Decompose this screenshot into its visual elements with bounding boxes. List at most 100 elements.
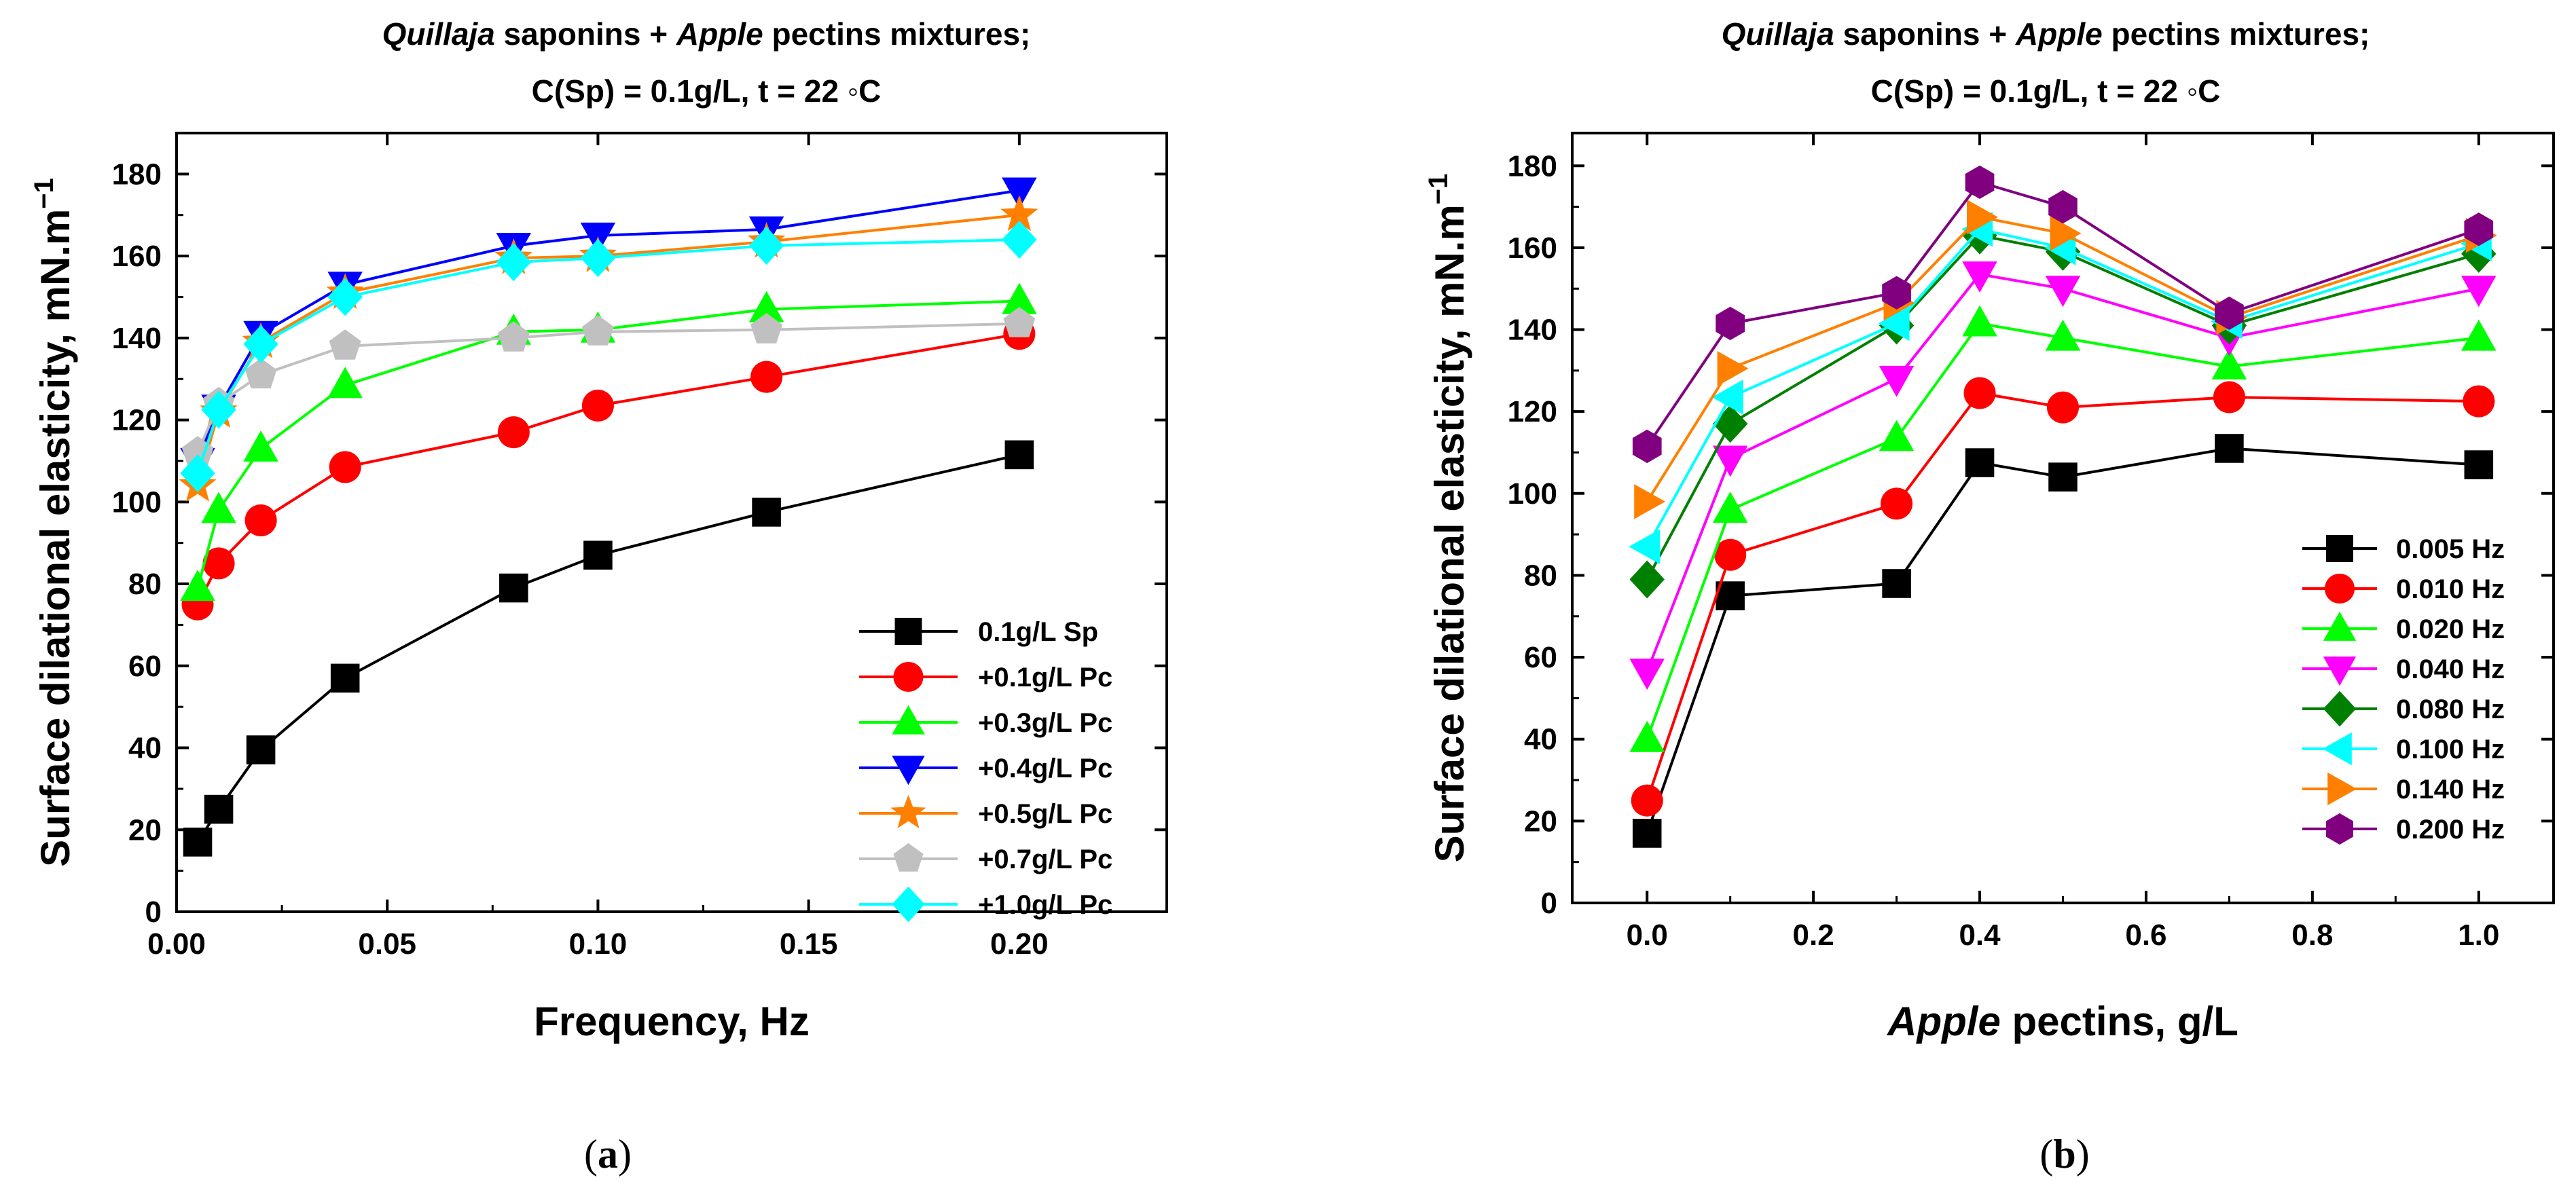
data-point: [1002, 221, 1037, 259]
data-point: [1002, 177, 1037, 209]
chart-title-line1: Quillaja saponins + Apple pectins mixtur…: [382, 16, 1031, 52]
data-point: [582, 315, 614, 346]
data-point: [750, 360, 783, 393]
data-point: [1003, 307, 1036, 337]
data-point: [327, 278, 363, 316]
data-point: [1965, 165, 1995, 199]
y-tick-label: 180: [112, 158, 162, 191]
legend-label: +0.4g/L Pc: [978, 754, 1112, 783]
y-tick-label: 80: [128, 568, 162, 601]
data-point: [327, 367, 363, 399]
legend-marker: [2323, 690, 2357, 727]
plot-frame: [175, 132, 1168, 913]
data-point: [2215, 296, 2244, 330]
data-point: [1000, 195, 1038, 232]
y-tick-label: 140: [1508, 314, 1557, 347]
legend-label: 0.100 Hz: [2396, 735, 2505, 764]
legend-label: 0.010 Hz: [2396, 574, 2505, 604]
legend-label: 0.020 Hz: [2396, 614, 2505, 644]
data-point: [2464, 212, 2494, 246]
data-point: [1629, 560, 1665, 599]
legend-label: +0.7g/L Pc: [978, 845, 1112, 874]
series-0-1g-L-Sp: [183, 440, 1034, 857]
data-point: [1004, 440, 1034, 470]
data-point: [202, 547, 235, 580]
legend-marker: [2326, 535, 2353, 562]
series-1-0g-L-Pc: [180, 221, 1037, 493]
data-point: [201, 390, 236, 429]
data-point: [2461, 319, 2497, 351]
data-point: [748, 291, 784, 322]
data-point: [2463, 385, 2495, 418]
chart-panel-a: Quillaja saponins + Apple pectins mixtur…: [29, 16, 1168, 1177]
chart-title-line2: C(Sp) = 0.1g/L, t = 22 ◦C: [532, 73, 882, 109]
data-point: [329, 451, 361, 483]
data-point: [580, 239, 616, 278]
legend-marker: [2327, 772, 2357, 806]
x-axis-label: Frequency, Hz: [534, 999, 810, 1044]
series-line: [196, 453, 1020, 843]
data-point: [243, 430, 278, 462]
legend-marker: [893, 843, 924, 872]
legend: 0.1g/L Sp +0.1g/L Pc +0.3g/L Pc +0.4g/L Pc +…: [859, 617, 1112, 923]
panel-label: (a): [584, 1132, 632, 1177]
x-tick-label: 0.10: [569, 927, 628, 961]
y-tick-label: 140: [112, 322, 162, 355]
y-tick-label: 100: [112, 485, 162, 519]
data-point: [752, 498, 781, 527]
data-point: [583, 540, 613, 570]
x-tick-label: 0.2: [1793, 919, 1834, 952]
data-point: [180, 570, 215, 602]
data-point: [1629, 529, 1661, 564]
legend: 0.005 Hz 0.010 Hz 0.020 Hz 0.040 Hz 0.080 Hz…: [2302, 534, 2505, 845]
y-tick-label: 180: [1508, 149, 1557, 183]
panel-label: (b): [2039, 1132, 2089, 1177]
data-point: [244, 504, 277, 537]
y-tick-label: 40: [128, 732, 162, 765]
data-point: [1712, 405, 1748, 443]
data-point: [1963, 377, 1996, 409]
y-axis-label: Surface dilational elasticity, mN.m−1: [1423, 174, 1472, 863]
legend-label: +0.1g/L Pc: [978, 663, 1112, 692]
legend-marker: [892, 756, 925, 785]
y-tick-label: 120: [112, 404, 162, 437]
data-point: [1882, 569, 1911, 598]
data-point: [1002, 282, 1037, 314]
data-point: [183, 828, 213, 857]
x-tick-label: 1.0: [2458, 919, 2499, 952]
data-point: [2045, 276, 2081, 308]
data-point: [1714, 538, 1747, 571]
y-axis-label: Surface dilational elasticity, mN.m−1: [29, 178, 78, 867]
data-point: [1879, 365, 1915, 397]
data-point: [2045, 319, 2081, 351]
x-tick-label: 0.15: [780, 927, 838, 961]
data-point: [750, 313, 782, 344]
data-point: [329, 329, 361, 360]
y-tick-label: 160: [112, 240, 162, 273]
data-point: [1717, 351, 1749, 386]
data-point: [2048, 462, 2078, 492]
legend-label: 0.080 Hz: [2396, 695, 2505, 724]
data-point: [1965, 448, 1995, 477]
series-line: [196, 238, 1019, 474]
data-point: [1967, 199, 1998, 235]
y-tick-label: 160: [1508, 232, 1557, 265]
data-point: [748, 227, 784, 265]
y-tick-label: 80: [1524, 559, 1557, 592]
legend-marker: [893, 661, 924, 692]
series-0-005-Hz: [1632, 434, 2494, 848]
data-point: [2464, 450, 2494, 479]
data-point: [180, 454, 215, 493]
x-tick-label: 0.05: [358, 927, 416, 961]
data-point: [244, 358, 277, 389]
x-tick-label: 0.00: [147, 927, 206, 961]
series-line: [1646, 391, 2479, 801]
data-point: [1632, 819, 1662, 848]
legend-marker: [2323, 656, 2357, 686]
data-point: [496, 243, 532, 282]
x-tick-label: 0.8: [2291, 919, 2333, 952]
y-tick-label: 60: [128, 650, 162, 683]
data-point: [581, 389, 614, 422]
